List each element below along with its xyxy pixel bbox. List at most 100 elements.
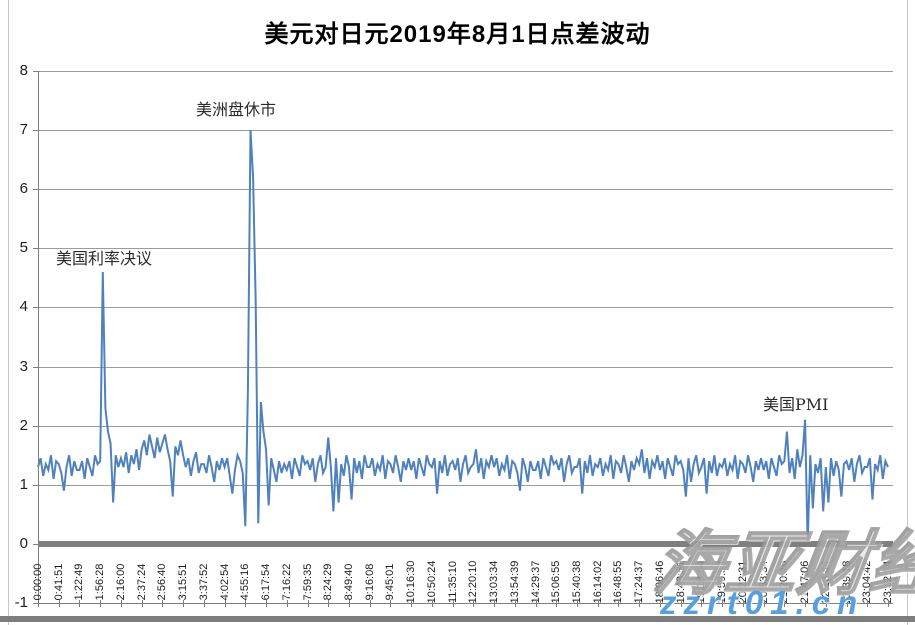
x-axis-tick xyxy=(867,600,869,607)
y-axis-label-8: 8 xyxy=(19,62,28,79)
y-axis-label-1: 1 xyxy=(19,475,28,493)
x-axis-label: 8:24:29 xyxy=(322,563,335,601)
y-axis-tick xyxy=(33,425,38,427)
x-axis-tick xyxy=(597,600,599,607)
x-axis-label: 15:40:38 xyxy=(571,560,584,604)
x-axis-label: 0:41:51 xyxy=(52,563,65,601)
x-axis-tick xyxy=(846,600,848,607)
bottom-gray-strip xyxy=(0,616,915,622)
y-axis-tick xyxy=(33,366,38,368)
x-axis-label: 14:29:37 xyxy=(529,560,542,604)
y-axis-label-5: 5 xyxy=(19,239,28,257)
x-axis-label: 4:02:54 xyxy=(218,563,231,601)
x-axis-tick xyxy=(390,600,392,607)
x-axis-tick xyxy=(888,600,889,607)
x-axis-label: 16:14:02 xyxy=(591,560,604,604)
x-axis-bottom-line xyxy=(38,603,893,604)
gridline-y-2 xyxy=(38,425,893,427)
y-axis-tick xyxy=(33,71,38,72)
x-axis-tick xyxy=(58,600,60,607)
x-axis-tick xyxy=(618,600,620,607)
annotation-fed-rate-decision: 美国利率决议 xyxy=(56,249,153,268)
x-axis-label: 4:55:16 xyxy=(239,563,252,601)
y-axis-line xyxy=(38,71,39,603)
chart-title: 美元对日元2019年8月1日点差波动 xyxy=(264,21,651,48)
x-axis-tick xyxy=(431,600,433,607)
y-axis-tick xyxy=(33,543,38,545)
spread-polyline xyxy=(37,130,889,544)
y-axis-tick xyxy=(33,307,38,309)
x-axis-tick xyxy=(307,600,309,607)
plot-area xyxy=(38,71,893,603)
x-axis-tick xyxy=(245,600,247,607)
y-axis-tick xyxy=(33,603,38,604)
x-axis-tick xyxy=(639,600,641,607)
x-axis-label: 10:50:24 xyxy=(425,560,438,604)
annotation-americas-market-close: 美洲盘休市 xyxy=(196,100,277,119)
y-axis-tick xyxy=(33,484,38,486)
x-axis-tick xyxy=(784,600,786,607)
x-axis-tick xyxy=(535,600,537,607)
x-axis-tick xyxy=(79,600,81,607)
x-axis-label: 9:45:01 xyxy=(384,563,397,601)
x-axis-label: 2:16:00 xyxy=(114,563,127,601)
x-axis-label: 13:54:39 xyxy=(508,560,521,604)
x-axis-tick xyxy=(701,600,703,607)
x-axis-label: 3:37:52 xyxy=(197,563,210,601)
x-axis-tick xyxy=(494,600,496,607)
y-axis-tick xyxy=(33,189,38,191)
x-axis-tick xyxy=(577,600,579,607)
y-axis-label-3: 3 xyxy=(19,357,28,375)
y-axis-label-2: 2 xyxy=(19,416,28,434)
x-axis-label: 1:22:49 xyxy=(73,563,86,601)
x-axis-tick xyxy=(473,600,475,607)
x-axis-label: 2:37:24 xyxy=(135,563,148,601)
x-axis-tick xyxy=(556,600,558,607)
x-axis-tick xyxy=(825,600,827,607)
y-axis-label-6: 6 xyxy=(19,180,28,198)
y-axis-label-7: 7 xyxy=(19,121,28,139)
x-axis-label: 7:16:22 xyxy=(280,563,293,601)
gridline-y-5 xyxy=(38,248,893,250)
watermark-url-text: zzrt01.cn xyxy=(660,584,865,621)
x-axis-label: 13:03:34 xyxy=(488,560,501,604)
x-axis-tick xyxy=(659,600,661,607)
chart-frame-left-border xyxy=(8,0,9,625)
x-axis-tick xyxy=(266,600,268,607)
x-axis-tick xyxy=(722,600,724,607)
spread-line-series xyxy=(37,130,889,544)
y-axis-label-4: 4 xyxy=(19,298,28,316)
x-axis-label: 9:16:08 xyxy=(363,563,376,601)
x-axis-tick xyxy=(763,600,765,607)
x-axis-tick xyxy=(411,600,413,607)
x-axis-label: 6:17:54 xyxy=(260,563,273,601)
x-axis-tick xyxy=(286,600,288,607)
y-axis-label-0: 0 xyxy=(19,534,28,552)
x-axis-label: 11:35:10 xyxy=(446,560,459,604)
gridline-y-8 xyxy=(38,71,893,72)
x-axis-tick xyxy=(742,600,744,607)
gridline-y-3 xyxy=(38,366,893,368)
x-axis-label: 8:49:40 xyxy=(342,563,355,601)
x-axis-tick xyxy=(369,600,371,607)
annotation-us-pmi: 美国PMI xyxy=(763,395,829,414)
x-axis-zero-bar xyxy=(38,541,893,547)
x-axis-label: 15:06:55 xyxy=(550,560,563,604)
chart-frame-right-border xyxy=(907,0,908,625)
x-axis-tick xyxy=(183,600,185,607)
x-axis-tick xyxy=(224,600,226,607)
x-axis-tick xyxy=(805,600,807,607)
x-axis-label: 7:59:35 xyxy=(301,563,314,601)
x-axis-label: 12:20:10 xyxy=(467,560,480,604)
x-axis-tick xyxy=(203,600,205,607)
y-axis-tick xyxy=(33,248,38,250)
x-axis-tick xyxy=(162,600,164,607)
x-axis-tick xyxy=(38,600,39,607)
y-axis-tick xyxy=(33,130,38,132)
x-axis-tick xyxy=(514,600,516,607)
gridline-y-4 xyxy=(38,307,893,309)
x-axis-tick xyxy=(141,600,143,607)
gridline-y-6 xyxy=(38,189,893,191)
x-axis-label: 0:00:00 xyxy=(32,563,44,601)
